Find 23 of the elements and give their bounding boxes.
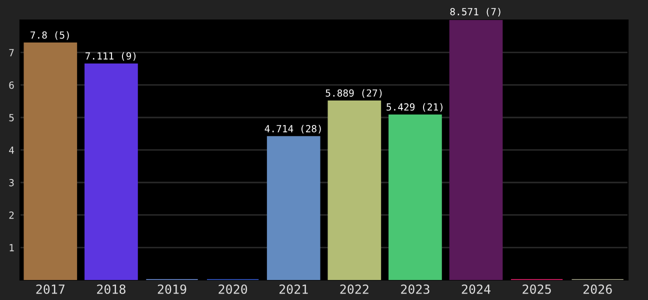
y-tick-label: 3 — [9, 179, 14, 186]
y-tick-label: 1 — [10, 244, 14, 252]
x-tick-label: 2017 — [36, 284, 65, 294]
x-tick-label: 2022 — [340, 284, 368, 294]
x-tick-label: 2023 — [401, 284, 430, 294]
y-tick-label: 4 — [9, 146, 14, 154]
x-tick-label: 2020 — [218, 284, 248, 294]
data-label: 7.8 (5) — [30, 31, 69, 40]
x-tick-label: 2019 — [158, 284, 186, 294]
data-label: 7.111 (9) — [86, 52, 136, 61]
data-label: 8.571 (7) — [450, 8, 500, 16]
x-tick-label: 2018 — [97, 284, 126, 294]
data-label: 4.714 (28) — [264, 124, 321, 134]
y-tick-label: 2 — [9, 211, 14, 219]
x-tick-label: 2021 — [279, 284, 308, 294]
y-tick-label: 7 — [9, 49, 14, 56]
data-label: 5.429 (21) — [386, 103, 442, 112]
x-tick-label: 2026 — [583, 284, 612, 294]
x-tick-label: 2024 — [462, 284, 490, 294]
data-label: 5.889 (27) — [326, 89, 382, 98]
y-tick-label: 5 — [9, 114, 14, 122]
x-tick-label: 2025 — [522, 284, 551, 294]
y-tick-label: 6 — [9, 81, 14, 89]
